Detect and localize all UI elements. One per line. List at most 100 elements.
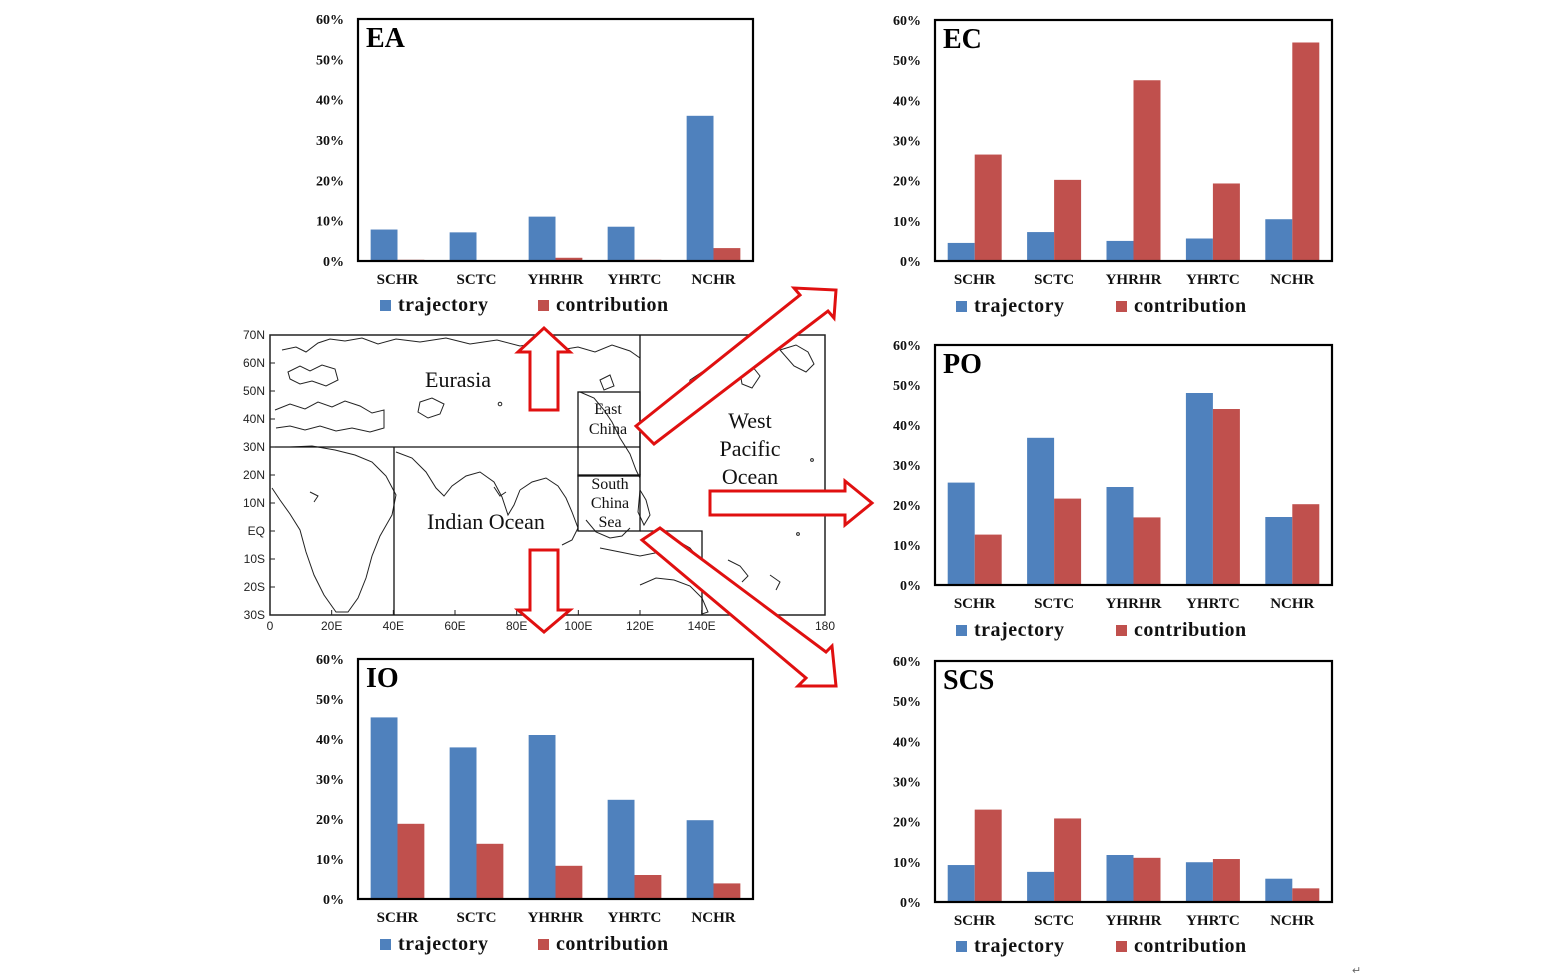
bar-trajectory-scs-yhrhr <box>1106 855 1134 902</box>
y-tick-label-po: 30% <box>893 459 921 474</box>
panel-title-io: IO <box>366 663 399 694</box>
bar-trajectory-po-nchr <box>1265 517 1293 585</box>
region-label-west-pacific-line2: Pacific <box>719 436 780 461</box>
x-tick-label-io: YHRTC <box>608 910 662 926</box>
y-tick-label-scs: 50% <box>893 695 921 710</box>
lat-tick-label: 60N <box>243 356 265 370</box>
arrow-down-right-icon <box>639 526 838 688</box>
x-tick-label-io: NCHR <box>691 910 735 926</box>
y-tick-label-po: 60% <box>893 339 921 354</box>
bar-contribution-scs-schr <box>974 809 1002 902</box>
panel-title-po: PO <box>943 349 982 380</box>
x-tick-label-scs: YHRHR <box>1106 913 1162 929</box>
bar-trajectory-scs-sctc <box>1027 871 1055 902</box>
bar-trajectory-io-sctc <box>449 747 477 899</box>
bar-contribution-scs-yhrhr <box>1133 857 1161 902</box>
region-label-west-pacific-line1: West <box>728 408 771 433</box>
y-tick-label-scs: 60% <box>893 655 921 670</box>
arrow-up-right-icon <box>633 286 838 446</box>
bar-trajectory-ec-schr <box>947 242 975 261</box>
bar-contribution-po-yhrhr <box>1133 517 1161 585</box>
region-label-south-china-sea-line3: Sea <box>598 514 621 531</box>
lat-tick-label: 20N <box>243 468 265 482</box>
x-tick-label-scs: YHRTC <box>1186 913 1240 929</box>
lat-tick-label: 50N <box>243 384 265 398</box>
chart-panel-po: 0% 10% 20% 30% 40% 50% 60% SCHR SCTC YHRHR YHRTC NC… <box>893 339 1334 641</box>
region-label-east-china-line2: China <box>589 421 627 438</box>
chart-panel-ea: 0% 10% 20% 30% 40% 50% 60% SCHR SCTC YHRHR YHRTC NC… <box>316 13 755 316</box>
region-label-west-pacific-line3: Ocean <box>722 464 778 489</box>
bar-trajectory-io-nchr <box>686 820 714 899</box>
arrow-right-icon <box>708 477 875 529</box>
bar-trajectory-po-yhrhr <box>1106 487 1134 585</box>
lon-tick-label: 0 <box>267 619 274 633</box>
bar-contribution-ea-nchr <box>713 248 741 261</box>
plot-frame-io <box>356 657 755 901</box>
bar-trajectory-ec-yhrtc <box>1185 238 1213 261</box>
chart-panel-scs: 0% 10% 20% 30% 40% 50% 60% SCHR SCTC YHRHR YHRTC NC… <box>893 655 1334 957</box>
lat-tick-label: 20S <box>244 580 265 594</box>
lat-tick-label: 30N <box>243 440 265 454</box>
y-tick-label-scs: 40% <box>893 735 921 750</box>
x-tick-label-scs: NCHR <box>1270 913 1314 929</box>
bar-trajectory-ec-nchr <box>1265 219 1293 261</box>
x-tick-label-po: SCHR <box>954 596 996 612</box>
lon-tick-label: 40E <box>383 619 404 633</box>
bar-trajectory-scs-schr <box>947 865 975 902</box>
y-tick-label-ec: 0% <box>900 255 921 270</box>
y-tick-label-ec: 30% <box>893 135 921 150</box>
lon-tick-label: 140E <box>688 619 716 633</box>
bar-contribution-po-schr <box>974 534 1002 585</box>
bar-contribution-io-yhrhr <box>555 865 583 899</box>
x-tick-label-ea: YHRTC <box>608 272 662 288</box>
y-tick-label-po: 20% <box>893 499 921 514</box>
legend-label-contribution-po: contribution <box>1134 619 1247 641</box>
y-tick-label-io: 40% <box>316 733 344 748</box>
y-tick-label-po: 0% <box>900 579 921 594</box>
bar-trajectory-scs-nchr <box>1265 878 1293 902</box>
legend-label-trajectory-ec: trajectory <box>974 295 1065 317</box>
x-tick-label-ec: YHRHR <box>1106 272 1162 288</box>
bar-contribution-ec-yhrhr <box>1133 80 1161 261</box>
bar-trajectory-po-schr <box>947 482 975 585</box>
bar-trajectory-io-schr <box>370 717 398 899</box>
x-tick-label-io: SCTC <box>456 910 496 926</box>
lon-tick-label: 20E <box>321 619 342 633</box>
bar-trajectory-po-sctc <box>1027 437 1055 585</box>
y-tick-label-scs: 30% <box>893 776 921 791</box>
lon-tick-label: 120E <box>626 619 654 633</box>
y-tick-label-io: 10% <box>316 853 344 868</box>
x-tick-label-po: YHRTC <box>1186 596 1240 612</box>
y-tick-label-ec: 40% <box>893 94 921 109</box>
lon-tick-label: 80E <box>506 619 527 633</box>
lat-tick-label: 40N <box>243 412 265 426</box>
bar-trajectory-po-yhrtc <box>1185 393 1213 585</box>
plot-frame-ec <box>933 18 1334 263</box>
x-tick-label-ec: YHRTC <box>1186 272 1240 288</box>
bar-contribution-ec-sctc <box>1054 179 1082 261</box>
bar-contribution-po-sctc <box>1054 498 1082 585</box>
y-tick-label-ea: 50% <box>316 53 344 68</box>
y-tick-label-io: 30% <box>316 773 344 788</box>
y-tick-label-io: 50% <box>316 693 344 708</box>
y-tick-label-io: 0% <box>323 893 344 908</box>
legend-label-trajectory-ea: trajectory <box>398 294 489 316</box>
legend-label-trajectory-io: trajectory <box>398 933 489 955</box>
x-tick-label-ea: SCTC <box>456 272 496 288</box>
x-tick-label-io: YHRHR <box>528 910 584 926</box>
region-label-indian-ocean: Indian Ocean <box>427 509 545 534</box>
bar-contribution-ea-yhrhr <box>555 257 583 261</box>
legend-swatch-trajectory-po <box>956 625 967 636</box>
y-tick-label-ea: 0% <box>323 255 344 270</box>
lon-tick-label: 100E <box>564 619 592 633</box>
y-tick-label-ea: 10% <box>316 215 344 230</box>
y-tick-label-ec: 20% <box>893 175 921 190</box>
panel-title-ec: EC <box>943 24 982 55</box>
legend-label-contribution-io: contribution <box>556 933 669 955</box>
y-tick-label-scs: 0% <box>900 896 921 911</box>
x-tick-label-scs: SCTC <box>1034 913 1074 929</box>
y-tick-label-io: 20% <box>316 813 344 828</box>
legend-swatch-trajectory-scs <box>956 941 967 952</box>
bar-trajectory-io-yhrhr <box>528 735 556 899</box>
